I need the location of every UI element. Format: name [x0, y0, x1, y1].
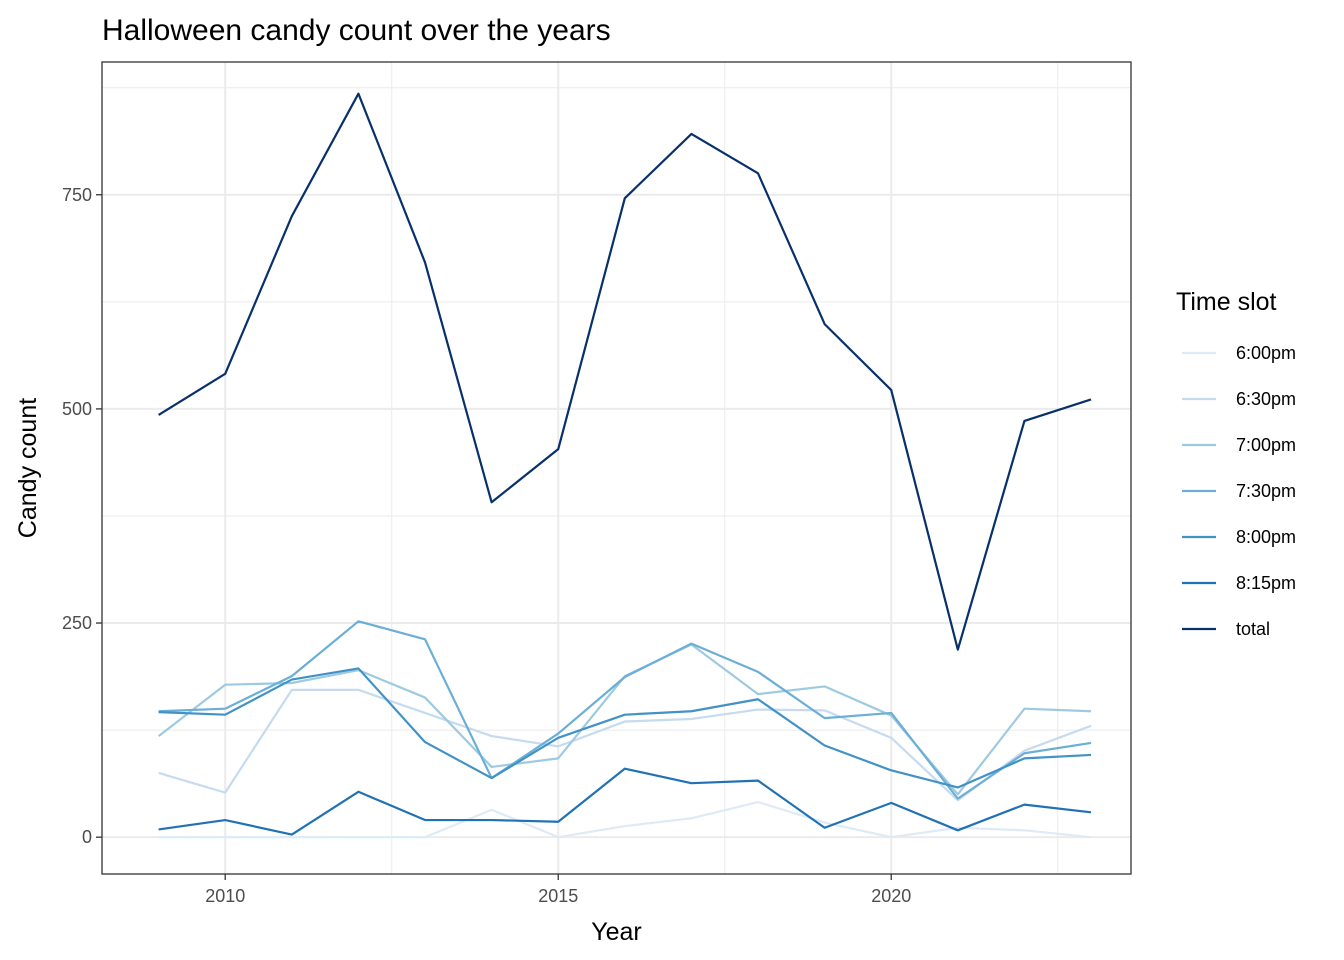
series-line-7-30pm — [158, 620, 1092, 800]
panel-border — [101, 61, 1132, 875]
legend-item: 6:30pm — [1182, 389, 1296, 409]
y-axis: 0 250 500 750 — [62, 185, 102, 847]
y-tick-label: 500 — [62, 399, 92, 419]
legend-item: 8:15pm — [1182, 573, 1296, 593]
x-tick-label: 2015 — [538, 886, 578, 906]
legend-title: Time slot — [1176, 288, 1277, 316]
legend-item: total — [1182, 619, 1270, 639]
y-axis-title: Candy count — [14, 398, 42, 538]
x-tick-label: 2010 — [205, 886, 245, 906]
chart-title: Halloween candy count over the years — [102, 14, 611, 47]
legend-label: 6:30pm — [1236, 389, 1296, 409]
series-lines — [157, 92, 1092, 839]
legend-label: 7:30pm — [1236, 481, 1296, 501]
series-line-7-00pm — [157, 643, 1092, 796]
x-axis-title: Year — [591, 918, 642, 946]
legend: Time slot 6:00pm 6:30pm 7:00pm 7:30pm 8:00pm… — [1176, 288, 1296, 639]
major-gridlines — [102, 62, 1131, 874]
legend-label: 6:00pm — [1236, 343, 1296, 363]
series-line-8-00pm — [158, 667, 1092, 789]
legend-item: 7:00pm — [1182, 435, 1296, 455]
legend-item: 7:30pm — [1182, 481, 1296, 501]
series-line-6-30pm — [158, 688, 1092, 802]
legend-label: total — [1236, 619, 1270, 639]
legend-label: 7:00pm — [1236, 435, 1296, 455]
series-line-total — [158, 92, 1092, 651]
series-line-8-15pm — [158, 767, 1092, 836]
y-tick-label: 0 — [82, 827, 92, 847]
series-line-6-00pm — [158, 800, 1092, 839]
y-tick-label: 750 — [62, 185, 92, 205]
legend-item: 6:00pm — [1182, 343, 1296, 363]
legend-item: 8:00pm — [1182, 527, 1296, 547]
legend-label: 8:00pm — [1236, 527, 1296, 547]
minor-gridlines — [102, 62, 1131, 874]
y-tick-label: 250 — [62, 613, 92, 633]
x-tick-label: 2020 — [871, 886, 911, 906]
x-axis: 2010 2015 2020 — [205, 874, 911, 906]
legend-label: 8:15pm — [1236, 573, 1296, 593]
